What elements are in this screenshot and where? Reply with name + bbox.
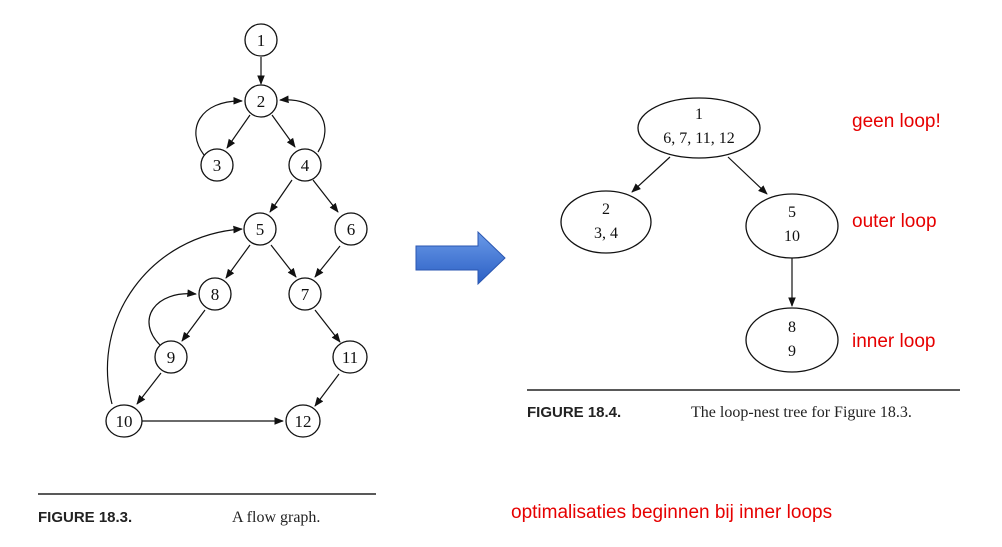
arrow-right-icon [415,230,506,286]
figure-18-4-caption: FIGURE 18.4. The loop-nest tree for Figu… [527,389,960,421]
tree-node-5-line1: 5 [788,204,796,221]
flow-node-4-label: 4 [301,156,310,175]
tree-node-2-line2: 3, 4 [594,225,618,242]
flow-graph-edges [106,57,341,425]
flow-node-12-label: 12 [295,412,312,431]
flow-node-2-label: 2 [257,92,266,111]
edge-10-5-backedge [106,225,243,405]
flow-node-2: 2 [244,84,278,118]
tree-node-2: 2 3, 4 [560,190,652,254]
tree-node-root-line1: 1 [695,106,703,123]
flow-node-3-label: 3 [213,156,222,175]
flow-node-1-label: 1 [257,31,266,50]
edge-7-11 [314,309,341,343]
tree-node-8-line1: 8 [788,319,796,336]
flow-node-11: 11 [332,340,368,374]
edge-4-6 [312,179,339,213]
edge-2-4 [271,114,296,148]
edge-8-9 [181,309,206,342]
annotation-outer-loop: outer loop [852,211,937,232]
tree-edge-root-2 [631,156,671,193]
edge-5-8 [225,244,251,279]
flow-node-7-label: 7 [301,285,310,304]
flow-node-8-label: 8 [211,285,220,304]
tree-node-8-line2: 9 [788,343,796,360]
flow-node-12: 12 [285,404,321,438]
flow-node-7: 7 [288,277,322,311]
caption-text-18-3: A flow graph. [232,509,320,526]
flow-node-9-label: 9 [167,348,176,367]
flow-node-5-label: 5 [256,220,265,239]
annotation-geen-loop: geen loop! [852,111,941,132]
edge-11-12 [314,373,340,407]
flow-node-6-label: 6 [347,220,356,239]
tree-node-root: 1 6, 7, 11, 12 [637,97,761,159]
edge-4-5 [269,179,293,213]
loop-nest-tree: 1 6, 7, 11, 12 2 3, 4 5 10 8 9 [560,97,839,373]
flow-graph: 1 2 3 4 5 6 7 [105,23,368,438]
caption-text-18-4: The loop-nest tree for Figure 18.3. [691,404,912,421]
tree-edges [631,156,796,307]
flow-node-9: 9 [154,340,188,374]
flow-node-4: 4 [288,148,322,182]
flow-graph-nodes: 1 2 3 4 5 6 7 [105,23,368,438]
edge-3-2-loop [195,96,243,156]
flow-node-10-label: 10 [116,412,133,431]
tree-node-2-line1: 2 [602,201,610,218]
tree-node-root-line2: 6, 7, 11, 12 [663,130,734,147]
edge-9-10 [136,372,162,405]
flow-node-3: 3 [200,148,234,182]
flow-node-5: 5 [243,212,277,246]
figure-18-3-caption: FIGURE 18.3. A flow graph. [38,493,376,526]
edge-4-2-loop [279,95,326,153]
caption-number-18-3: FIGURE 18.3. [38,509,132,526]
caption-number-18-4: FIGURE 18.4. [527,404,621,421]
flow-node-8: 8 [198,277,232,311]
annotation-inner-loop: inner loop [852,331,935,352]
annotations: geen loop! outer loop inner loop optimal… [511,111,941,523]
edge-6-7 [314,245,341,278]
flow-node-6: 6 [334,212,368,246]
edge-5-7 [270,244,297,278]
tree-node-8: 8 9 [745,307,839,373]
tree-node-5-line2: 10 [784,228,800,245]
tree-edge-root-5 [727,156,768,195]
edge-9-8-loop [148,289,197,346]
tree-node-5: 5 10 [745,193,839,259]
flow-node-1: 1 [244,23,278,57]
annotation-footer: optimalisaties beginnen bij inner loops [511,502,832,523]
flow-node-11-label: 11 [342,348,358,367]
edge-2-3 [226,114,251,149]
flow-node-10: 10 [105,404,143,438]
